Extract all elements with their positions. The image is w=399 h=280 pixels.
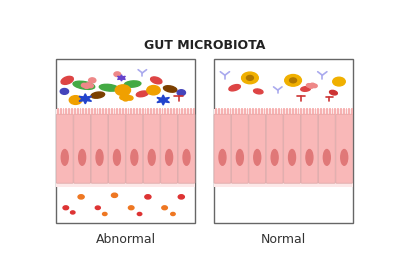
Text: Normal: Normal <box>261 233 306 246</box>
FancyBboxPatch shape <box>74 114 91 183</box>
Ellipse shape <box>124 81 141 87</box>
Ellipse shape <box>73 81 95 89</box>
Ellipse shape <box>131 150 138 165</box>
Circle shape <box>63 206 69 210</box>
Circle shape <box>95 206 100 209</box>
Circle shape <box>333 77 345 86</box>
Circle shape <box>310 83 315 87</box>
Circle shape <box>162 206 168 210</box>
Circle shape <box>128 206 134 210</box>
FancyBboxPatch shape <box>178 114 195 183</box>
FancyBboxPatch shape <box>56 114 73 183</box>
Ellipse shape <box>254 89 263 94</box>
Ellipse shape <box>166 150 173 165</box>
Circle shape <box>290 78 296 83</box>
FancyBboxPatch shape <box>231 114 248 183</box>
Polygon shape <box>79 94 91 104</box>
Circle shape <box>137 213 142 216</box>
FancyBboxPatch shape <box>143 114 160 183</box>
Ellipse shape <box>219 150 226 165</box>
FancyBboxPatch shape <box>126 114 143 183</box>
Text: Abnormal: Abnormal <box>96 233 156 246</box>
Ellipse shape <box>271 150 278 165</box>
Circle shape <box>115 85 130 95</box>
Circle shape <box>247 76 253 80</box>
FancyBboxPatch shape <box>301 114 318 183</box>
Ellipse shape <box>148 150 155 165</box>
Circle shape <box>306 84 312 87</box>
FancyBboxPatch shape <box>336 114 353 183</box>
Circle shape <box>89 78 96 83</box>
Circle shape <box>81 83 87 87</box>
Bar <box>214 59 353 223</box>
Circle shape <box>122 97 129 101</box>
Polygon shape <box>118 75 125 81</box>
Ellipse shape <box>96 150 103 165</box>
Bar <box>56 59 195 223</box>
Ellipse shape <box>288 150 296 165</box>
FancyBboxPatch shape <box>318 114 335 183</box>
Circle shape <box>242 72 258 84</box>
Ellipse shape <box>236 150 243 165</box>
Circle shape <box>285 74 301 86</box>
Polygon shape <box>157 95 170 105</box>
Circle shape <box>147 85 160 95</box>
Ellipse shape <box>341 150 348 165</box>
Ellipse shape <box>330 90 337 95</box>
Circle shape <box>312 84 317 88</box>
Ellipse shape <box>136 91 148 97</box>
Circle shape <box>145 195 151 199</box>
Ellipse shape <box>254 150 261 165</box>
Bar <box>214 109 353 187</box>
FancyBboxPatch shape <box>109 114 125 183</box>
Circle shape <box>120 95 126 100</box>
FancyBboxPatch shape <box>266 114 283 183</box>
Circle shape <box>103 213 107 216</box>
Ellipse shape <box>61 150 68 165</box>
Circle shape <box>111 193 118 197</box>
Ellipse shape <box>99 84 119 91</box>
Ellipse shape <box>183 150 190 165</box>
Ellipse shape <box>150 77 162 84</box>
Circle shape <box>309 85 314 88</box>
Ellipse shape <box>91 92 105 98</box>
Circle shape <box>71 211 75 214</box>
Ellipse shape <box>61 76 73 84</box>
Circle shape <box>60 88 69 94</box>
Circle shape <box>178 195 184 199</box>
FancyBboxPatch shape <box>214 114 231 183</box>
Circle shape <box>78 195 84 199</box>
Ellipse shape <box>229 85 240 91</box>
Text: GUT MICROBIOTA: GUT MICROBIOTA <box>144 39 265 52</box>
Circle shape <box>177 90 186 95</box>
FancyBboxPatch shape <box>249 114 266 183</box>
Bar <box>56 109 195 187</box>
Circle shape <box>84 85 89 88</box>
Ellipse shape <box>306 150 313 165</box>
FancyBboxPatch shape <box>284 114 300 183</box>
FancyBboxPatch shape <box>161 114 178 183</box>
Ellipse shape <box>79 150 86 165</box>
Circle shape <box>124 95 130 99</box>
Ellipse shape <box>164 86 177 92</box>
FancyBboxPatch shape <box>91 114 108 183</box>
Circle shape <box>85 83 91 87</box>
Ellipse shape <box>301 87 310 91</box>
Circle shape <box>88 84 93 88</box>
Circle shape <box>69 96 82 104</box>
Ellipse shape <box>323 150 330 165</box>
Circle shape <box>114 72 120 76</box>
Ellipse shape <box>113 150 120 165</box>
Circle shape <box>127 96 133 100</box>
Circle shape <box>171 213 175 216</box>
